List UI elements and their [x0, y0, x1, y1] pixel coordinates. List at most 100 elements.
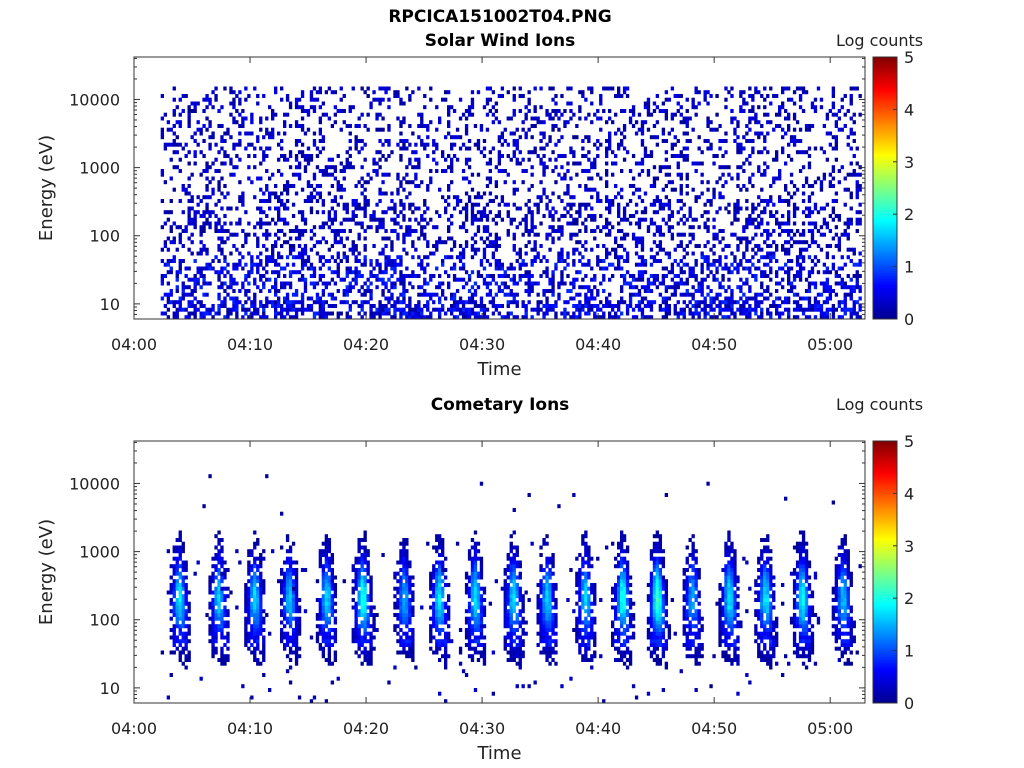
heatmap-cell	[685, 146, 689, 151]
heatmap-cell	[760, 292, 764, 297]
heatmap-cell	[217, 259, 221, 263]
heatmap-cell	[232, 300, 236, 305]
heatmap-cell	[175, 624, 179, 629]
heatmap-cell	[321, 236, 326, 241]
heatmap-cell	[494, 281, 499, 286]
heatmap-cell	[160, 281, 165, 286]
heatmap-cell	[253, 575, 257, 580]
heatmap-cell	[274, 259, 278, 263]
heatmap-cell	[664, 251, 669, 256]
heatmap-cell	[751, 139, 755, 143]
heatmap-cell	[184, 191, 188, 196]
heatmap-cell	[345, 259, 349, 263]
heatmap-cell	[551, 307, 555, 312]
heatmap-cell	[503, 315, 507, 320]
heatmap-cell	[277, 236, 281, 241]
heatmap-cell	[214, 639, 218, 644]
heatmap-cell	[506, 285, 510, 290]
heatmap-cell	[408, 315, 412, 320]
heatmap-cell	[545, 206, 549, 211]
heatmap-cell	[649, 150, 654, 155]
heatmap-cell	[187, 590, 191, 595]
heatmap-cell	[336, 315, 340, 320]
heatmap-cell	[247, 131, 251, 136]
heatmap-cell	[426, 154, 430, 158]
heatmap-cell	[620, 296, 624, 301]
heatmap-cell	[515, 157, 519, 162]
heatmap-cell	[614, 255, 618, 260]
heatmap-cell	[342, 165, 346, 170]
heatmap-cell	[172, 583, 176, 587]
heatmap-cell	[244, 86, 248, 91]
heatmap-cell	[819, 232, 824, 237]
heatmap-cell	[733, 266, 737, 271]
heatmap-cell	[813, 225, 818, 230]
heatmap-cell	[220, 564, 224, 569]
heatmap-cell	[646, 112, 651, 117]
heatmap-cell	[643, 105, 648, 110]
heatmap-cell	[581, 154, 585, 158]
heatmap-cell	[533, 259, 537, 263]
heatmap-cell	[521, 120, 525, 125]
heatmap-cell	[181, 631, 185, 636]
heatmap-cell	[485, 225, 490, 230]
heatmap-cell	[530, 289, 534, 293]
heatmap-cell	[402, 274, 406, 278]
heatmap-cell	[506, 202, 510, 207]
heatmap-cell	[265, 131, 269, 136]
heatmap-cell	[712, 236, 716, 241]
heatmap-cell	[646, 225, 651, 230]
heatmap-cell	[470, 101, 475, 106]
heatmap-cell	[247, 616, 251, 621]
heatmap-cell	[450, 169, 454, 173]
heatmap-cell	[283, 184, 287, 188]
heatmap-cell	[175, 586, 179, 591]
heatmap-cell	[778, 225, 782, 230]
heatmap-cell	[163, 244, 168, 248]
heatmap-cell	[524, 225, 528, 230]
heatmap-cell	[587, 259, 591, 263]
heatmap-cell	[330, 304, 335, 308]
heatmap-cell	[679, 277, 683, 282]
heatmap-cell	[804, 315, 809, 320]
heatmap-cell	[348, 281, 352, 286]
heatmap-cell	[482, 255, 487, 260]
heatmap-cell	[849, 307, 853, 312]
heatmap-cell	[664, 307, 669, 312]
heatmap-cell	[235, 304, 239, 308]
heatmap-cell	[605, 247, 609, 252]
heatmap-cell	[262, 266, 266, 271]
heatmap-cell	[819, 180, 824, 185]
heatmap-cell	[706, 304, 710, 308]
heatmap-cell	[664, 139, 669, 143]
heatmap-cell	[849, 116, 853, 121]
heatmap-cell	[294, 165, 299, 170]
heatmap-cell	[187, 210, 191, 215]
heatmap-cell	[244, 594, 248, 599]
heatmap-cell	[721, 300, 725, 305]
heatmap-cell	[798, 247, 803, 252]
heatmap-cell	[312, 131, 317, 136]
heatmap-cell	[193, 131, 197, 136]
heatmap-cell	[679, 187, 683, 192]
heatmap-cell	[253, 195, 257, 200]
heatmap-cell	[643, 120, 648, 125]
heatmap-cell	[515, 259, 519, 263]
heatmap-cell	[178, 199, 182, 203]
heatmap-cell	[637, 161, 642, 166]
heatmap-cell	[524, 315, 528, 320]
heatmap-cell	[253, 300, 257, 305]
heatmap-cell	[822, 262, 827, 267]
heatmap-cell	[739, 277, 743, 282]
heatmap-cell	[831, 236, 836, 241]
heatmap-cell	[846, 109, 850, 113]
heatmap-cell	[778, 109, 782, 113]
heatmap-cell	[455, 315, 460, 320]
heatmap-cell	[694, 161, 698, 166]
heatmap-cell	[637, 262, 642, 267]
heatmap-cell	[482, 146, 487, 151]
heatmap-cell	[527, 206, 531, 211]
heatmap-cell	[679, 105, 683, 110]
heatmap-cell	[327, 266, 332, 271]
heatmap-cell	[813, 97, 818, 102]
